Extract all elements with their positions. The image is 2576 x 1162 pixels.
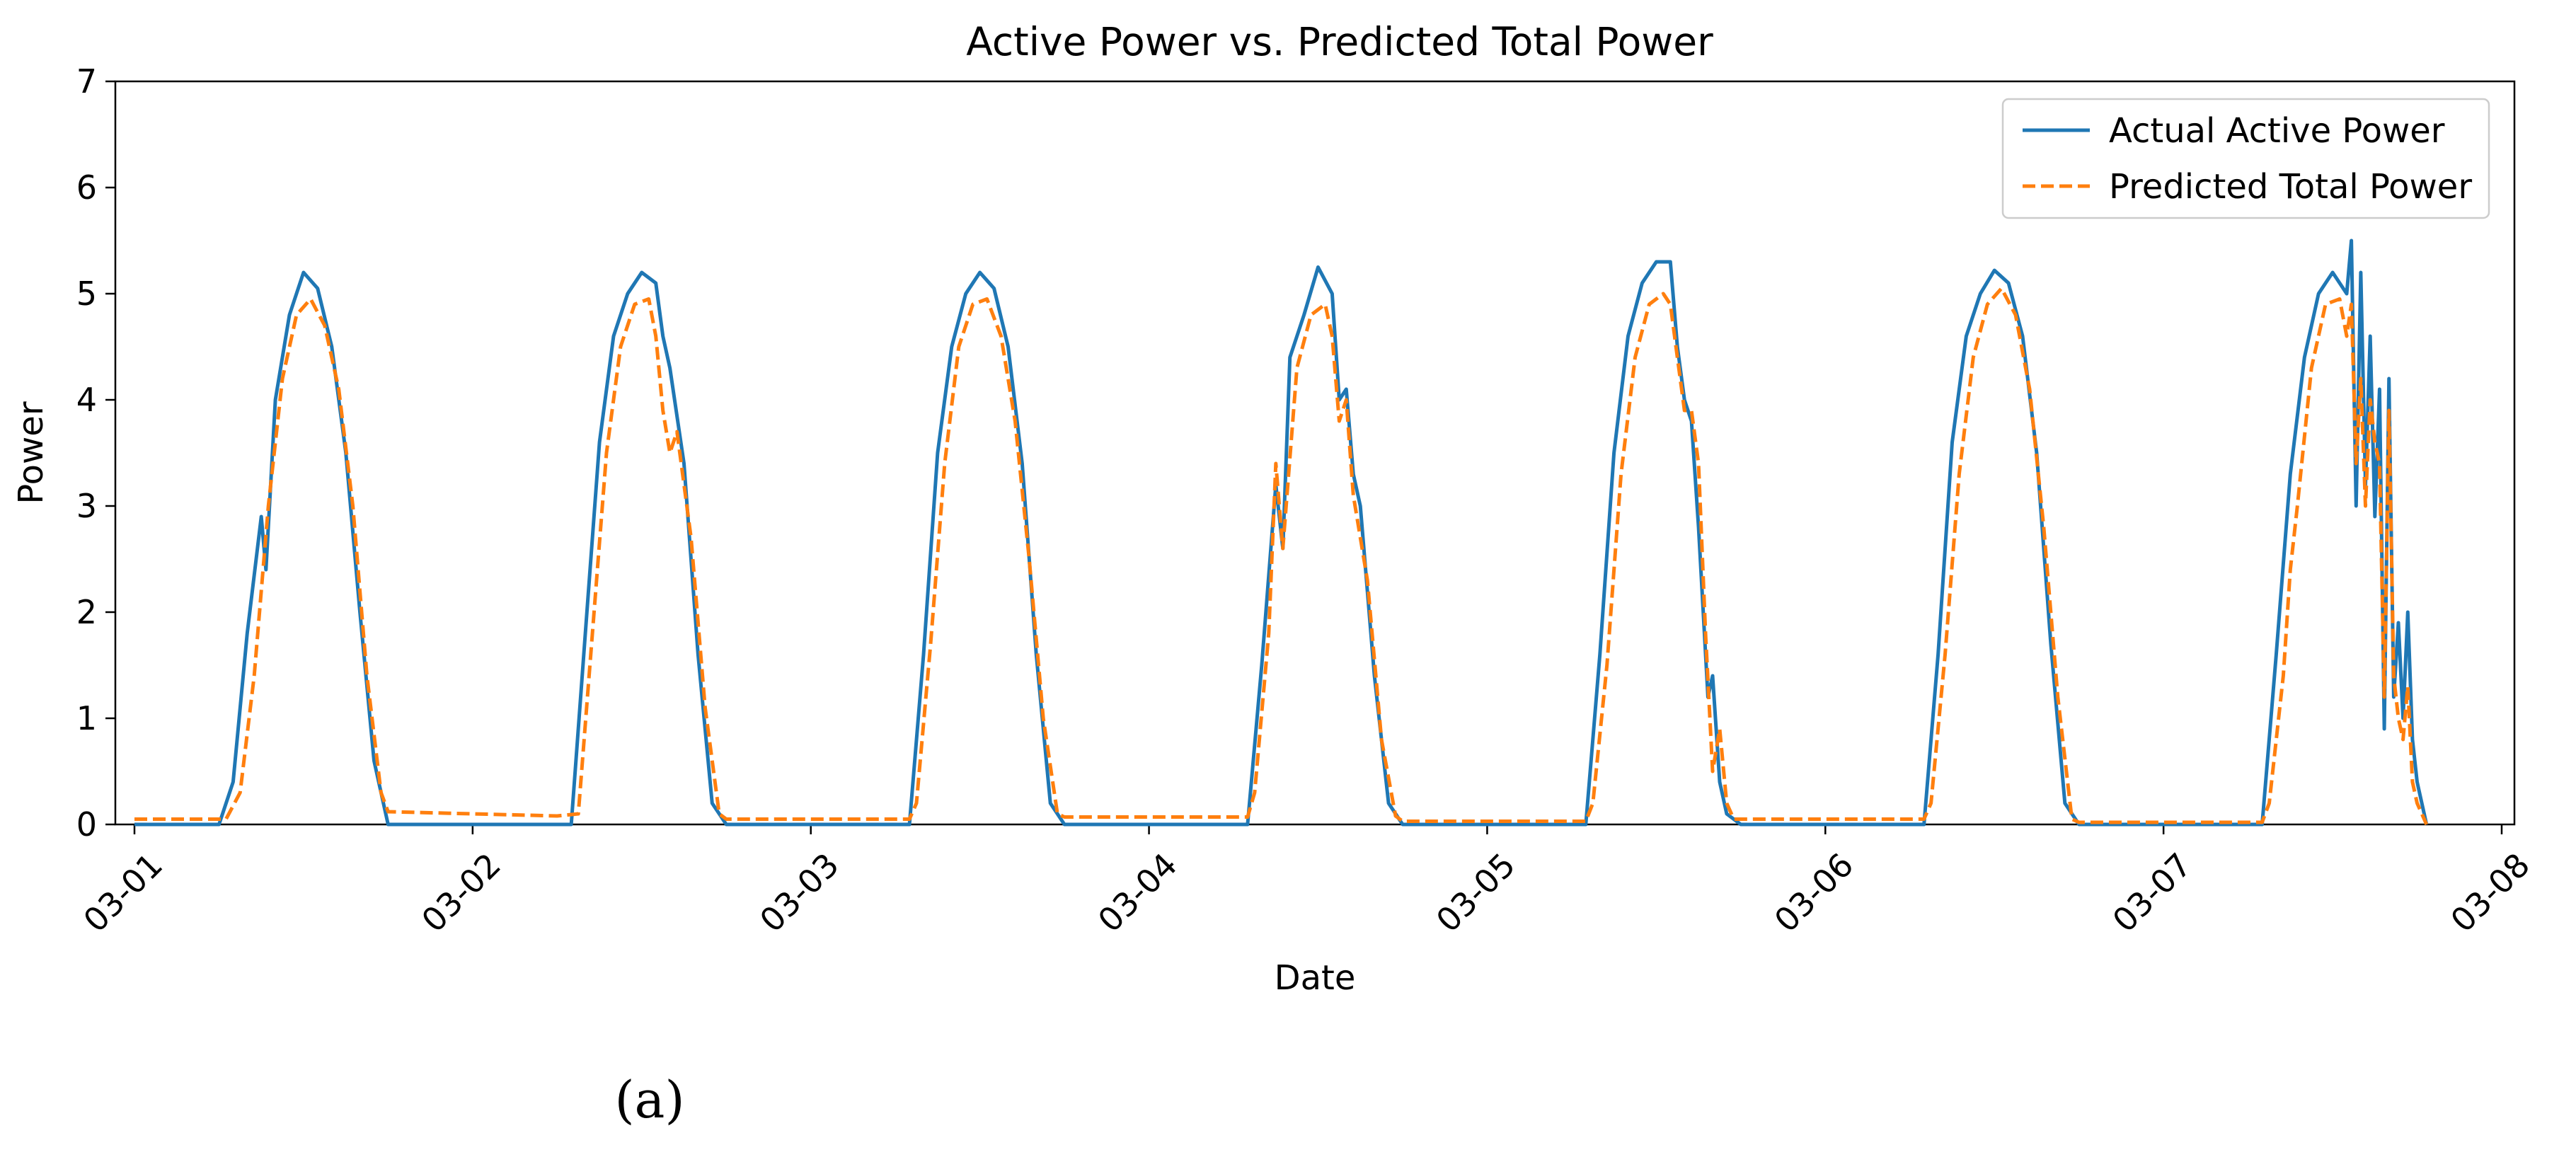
y-tick-label: 5 (76, 275, 97, 313)
y-tick-label: 4 (76, 381, 97, 419)
y-axis: 0 1 2 3 4 5 6 7 (76, 62, 115, 844)
series-line-predicted (134, 287, 2429, 826)
chart-title: Active Power vs. Predicted Total Power (966, 19, 1713, 64)
panel-caption: (a) (614, 1070, 685, 1129)
legend-label-predicted: Predicted Total Power (2109, 167, 2472, 207)
y-tick-label: 1 (76, 699, 97, 737)
y-tick-label: 6 (76, 168, 97, 207)
x-tick-label: 03-08 (2443, 846, 2537, 940)
legend: Actual Active Power Predicted Total Powe… (2001, 98, 2490, 219)
x-tick-label: 03-05 (1429, 846, 1523, 940)
legend-label-actual: Actual Active Power (2109, 111, 2445, 151)
y-tick-label: 0 (76, 805, 97, 844)
legend-box (2001, 98, 2490, 219)
y-tick-label: 7 (76, 62, 97, 100)
y-axis-label: Power (11, 401, 51, 504)
x-tick-label: 03-02 (414, 846, 508, 940)
y-tick-label: 3 (76, 487, 97, 525)
x-tick-label: 03-06 (1767, 846, 1861, 940)
series-layer (134, 238, 2429, 827)
x-tick-label: 03-01 (76, 846, 170, 940)
x-tick-label: 03-07 (2105, 846, 2200, 940)
x-axis-label: Date (1275, 958, 1356, 998)
x-tick-label: 03-03 (752, 846, 846, 940)
x-tick-label: 03-04 (1091, 846, 1185, 940)
x-axis: 03-01 03-02 03-03 03-04 03-05 03-06 03-07 03-08 (76, 824, 2537, 940)
y-tick-label: 2 (76, 593, 97, 631)
